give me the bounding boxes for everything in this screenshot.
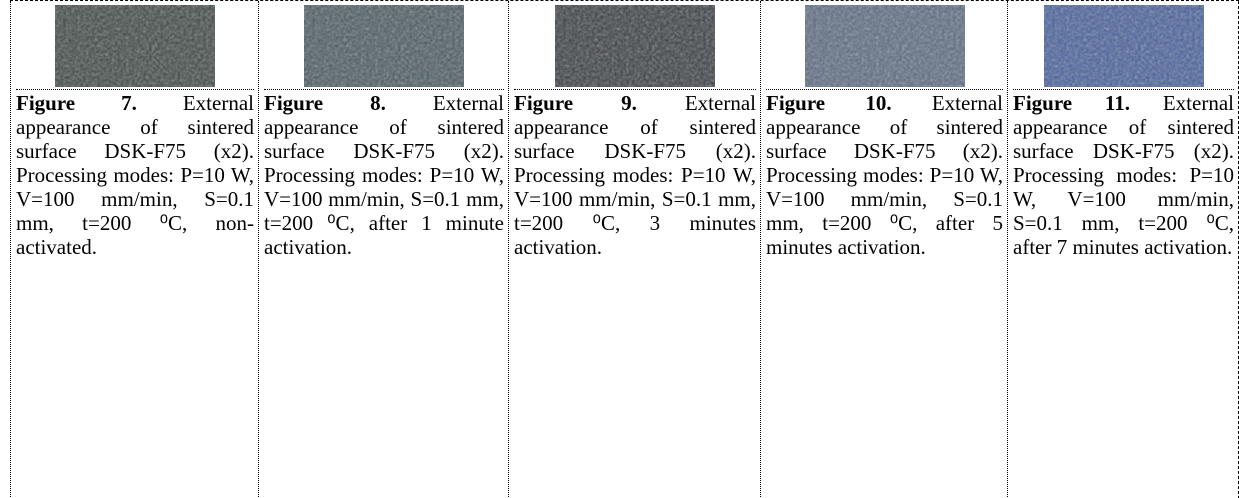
figure-image <box>555 5 715 87</box>
caption-text: External appearance of sintered surface … <box>766 91 1003 259</box>
caption-text: External appearance of sintered surface … <box>514 91 756 259</box>
figure-image <box>805 5 965 87</box>
figure-cell: Figure 11. External appearance of sinter… <box>1007 1 1239 498</box>
figure-caption: Figure 9. External appearance of sintere… <box>514 89 756 259</box>
figure-cell: Figure 9. External appearance of sintere… <box>508 1 760 498</box>
figure-cell: Figure 8. External appearance of sintere… <box>258 1 508 498</box>
figure-cell: Figure 7. External appearance of sintere… <box>10 1 258 498</box>
figure-image <box>1044 5 1204 87</box>
figure-caption: Figure 10. External appearance of sinter… <box>766 89 1003 259</box>
image-grain <box>555 5 715 87</box>
image-grain <box>55 5 215 87</box>
figure-label: Figure 7. <box>16 91 137 115</box>
caption-text: External appearance of sintered surface … <box>264 91 504 259</box>
image-grain <box>805 5 965 87</box>
figure-label: Figure 8. <box>264 91 386 115</box>
figure-label: Figure 9. <box>514 91 637 115</box>
figure-image <box>304 5 464 87</box>
figure-caption: Figure 11. External appearance of sinter… <box>1013 89 1234 259</box>
figure-image <box>55 5 215 87</box>
figure-label: Figure 10. <box>766 91 892 115</box>
image-grain <box>304 5 464 87</box>
figure-cell: Figure 10. External appearance of sinter… <box>760 1 1007 498</box>
caption-text: External appearance of sintered surface … <box>1013 91 1234 259</box>
image-grain <box>1044 5 1204 87</box>
figure-row: Figure 7. External appearance of sintere… <box>10 0 1239 498</box>
figure-caption: Figure 7. External appearance of sintere… <box>16 89 254 259</box>
caption-text: External appearance of sintered surface … <box>16 91 254 259</box>
figure-label: Figure 11. <box>1013 91 1130 115</box>
page: Figure 7. External appearance of sintere… <box>0 0 1239 498</box>
figure-caption: Figure 8. External appearance of sintere… <box>264 89 504 259</box>
